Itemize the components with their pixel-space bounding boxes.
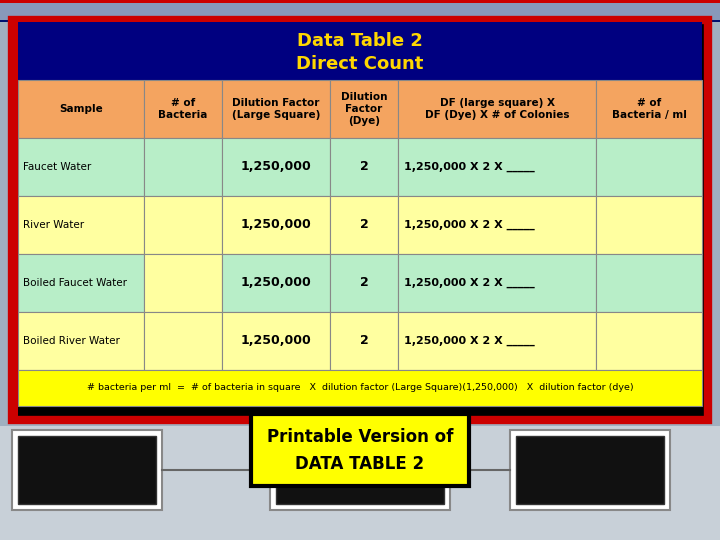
Text: 1,250,000: 1,250,000 xyxy=(240,334,311,348)
Text: Dilution Factor
(Large Square): Dilution Factor (Large Square) xyxy=(232,98,320,120)
Text: Printable Version of: Printable Version of xyxy=(267,428,453,446)
Bar xyxy=(144,312,222,370)
Text: 2: 2 xyxy=(359,219,369,232)
Bar xyxy=(18,254,144,312)
Text: Boiled Faucet Water: Boiled Faucet Water xyxy=(23,278,127,288)
Bar xyxy=(18,80,144,138)
Bar xyxy=(12,20,18,420)
Text: # of
Bacteria / ml: # of Bacteria / ml xyxy=(611,98,686,120)
Bar xyxy=(398,138,596,196)
Text: # bacteria per ml  =  # of bacteria in square   X  dilution factor (Large Square: # bacteria per ml = # of bacteria in squ… xyxy=(86,383,634,393)
Bar xyxy=(516,436,664,504)
Bar xyxy=(222,312,330,370)
Bar xyxy=(398,80,596,138)
Bar xyxy=(222,80,330,138)
Text: 1,250,000: 1,250,000 xyxy=(240,219,311,232)
Bar xyxy=(144,138,222,196)
Text: Dilution
Factor
(Dye): Dilution Factor (Dye) xyxy=(341,92,387,126)
Bar xyxy=(0,426,720,540)
Bar xyxy=(0,0,720,20)
Bar xyxy=(12,20,708,420)
Bar xyxy=(144,254,222,312)
Bar xyxy=(222,254,330,312)
Bar xyxy=(18,370,702,406)
Bar xyxy=(330,138,398,196)
Text: Faucet Water: Faucet Water xyxy=(23,162,91,172)
Text: 1,250,000 X 2 X _____: 1,250,000 X 2 X _____ xyxy=(404,278,535,288)
Text: 2: 2 xyxy=(359,160,369,173)
Bar xyxy=(222,196,330,254)
Text: # of
Bacteria: # of Bacteria xyxy=(158,98,207,120)
Bar xyxy=(596,138,702,196)
Bar xyxy=(18,312,144,370)
Bar xyxy=(18,22,702,80)
Bar xyxy=(596,196,702,254)
Bar xyxy=(0,0,720,22)
Bar xyxy=(596,312,702,370)
Bar xyxy=(398,254,596,312)
Bar xyxy=(276,436,444,504)
Bar xyxy=(330,196,398,254)
Text: 1,250,000: 1,250,000 xyxy=(240,276,311,289)
Text: 1,250,000 X 2 X _____: 1,250,000 X 2 X _____ xyxy=(404,336,535,346)
Bar xyxy=(596,80,702,138)
Bar xyxy=(222,138,330,196)
Bar xyxy=(0,0,720,3)
Bar xyxy=(18,196,144,254)
Bar xyxy=(398,312,596,370)
Bar xyxy=(330,80,398,138)
Bar xyxy=(596,254,702,312)
Text: Direct Count: Direct Count xyxy=(297,55,423,73)
Bar xyxy=(510,430,670,510)
Text: Boiled River Water: Boiled River Water xyxy=(23,336,120,346)
Text: 2: 2 xyxy=(359,334,369,348)
Bar xyxy=(251,414,469,486)
Bar xyxy=(398,196,596,254)
Bar xyxy=(330,254,398,312)
Text: 1,250,000: 1,250,000 xyxy=(240,160,311,173)
Bar xyxy=(270,430,450,510)
Bar xyxy=(12,430,162,510)
Bar xyxy=(330,312,398,370)
Text: 1,250,000 X 2 X _____: 1,250,000 X 2 X _____ xyxy=(404,220,535,230)
Bar xyxy=(18,138,144,196)
Bar xyxy=(144,196,222,254)
Text: Sample: Sample xyxy=(59,104,103,114)
Text: DF (large square) X
DF (Dye) X # of Colonies: DF (large square) X DF (Dye) X # of Colo… xyxy=(425,98,570,120)
Text: 2: 2 xyxy=(359,276,369,289)
Text: 1,250,000 X 2 X _____: 1,250,000 X 2 X _____ xyxy=(404,162,535,172)
Bar xyxy=(144,80,222,138)
Text: DATA TABLE 2: DATA TABLE 2 xyxy=(295,455,425,474)
Bar xyxy=(18,436,156,504)
Text: River Water: River Water xyxy=(23,220,84,230)
Text: Data Table 2: Data Table 2 xyxy=(297,31,423,50)
